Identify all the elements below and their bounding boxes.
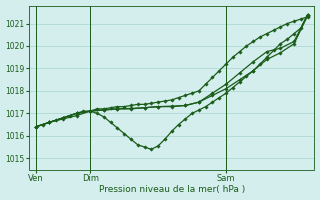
- X-axis label: Pression niveau de la mer( hPa ): Pression niveau de la mer( hPa ): [99, 185, 245, 194]
